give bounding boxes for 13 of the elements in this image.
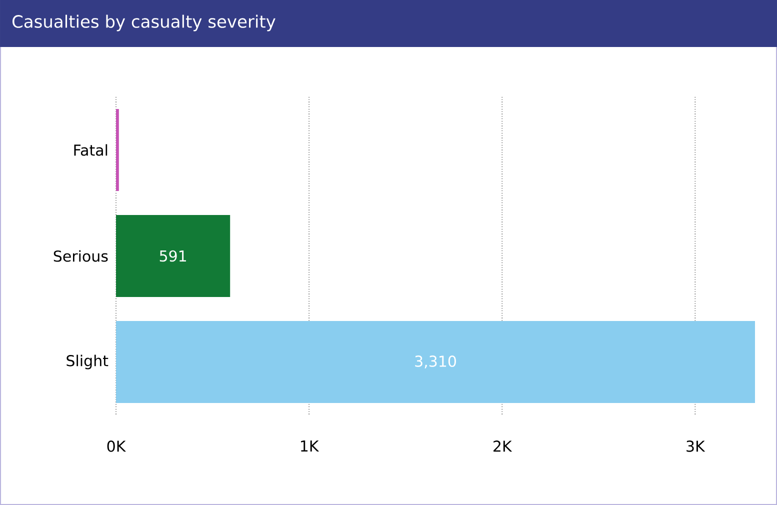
bar [116, 109, 119, 191]
y-tick-label: Slight [66, 354, 108, 370]
y-tick-label: Fatal [74, 144, 108, 156]
x-tick-label: 0K [107, 440, 126, 452]
bar [116, 215, 230, 297]
x-tick-label: 2K [494, 440, 512, 452]
bar [116, 320, 755, 403]
y-tick-label: Serious [54, 250, 108, 262]
x-tick-label: 3K [686, 440, 706, 452]
chart-title: Casualties by casualty severity [12, 14, 276, 32]
data-label: 3,310 [415, 356, 456, 368]
x-tick-label: 1K [301, 440, 320, 452]
data-label: 591 [160, 250, 186, 262]
